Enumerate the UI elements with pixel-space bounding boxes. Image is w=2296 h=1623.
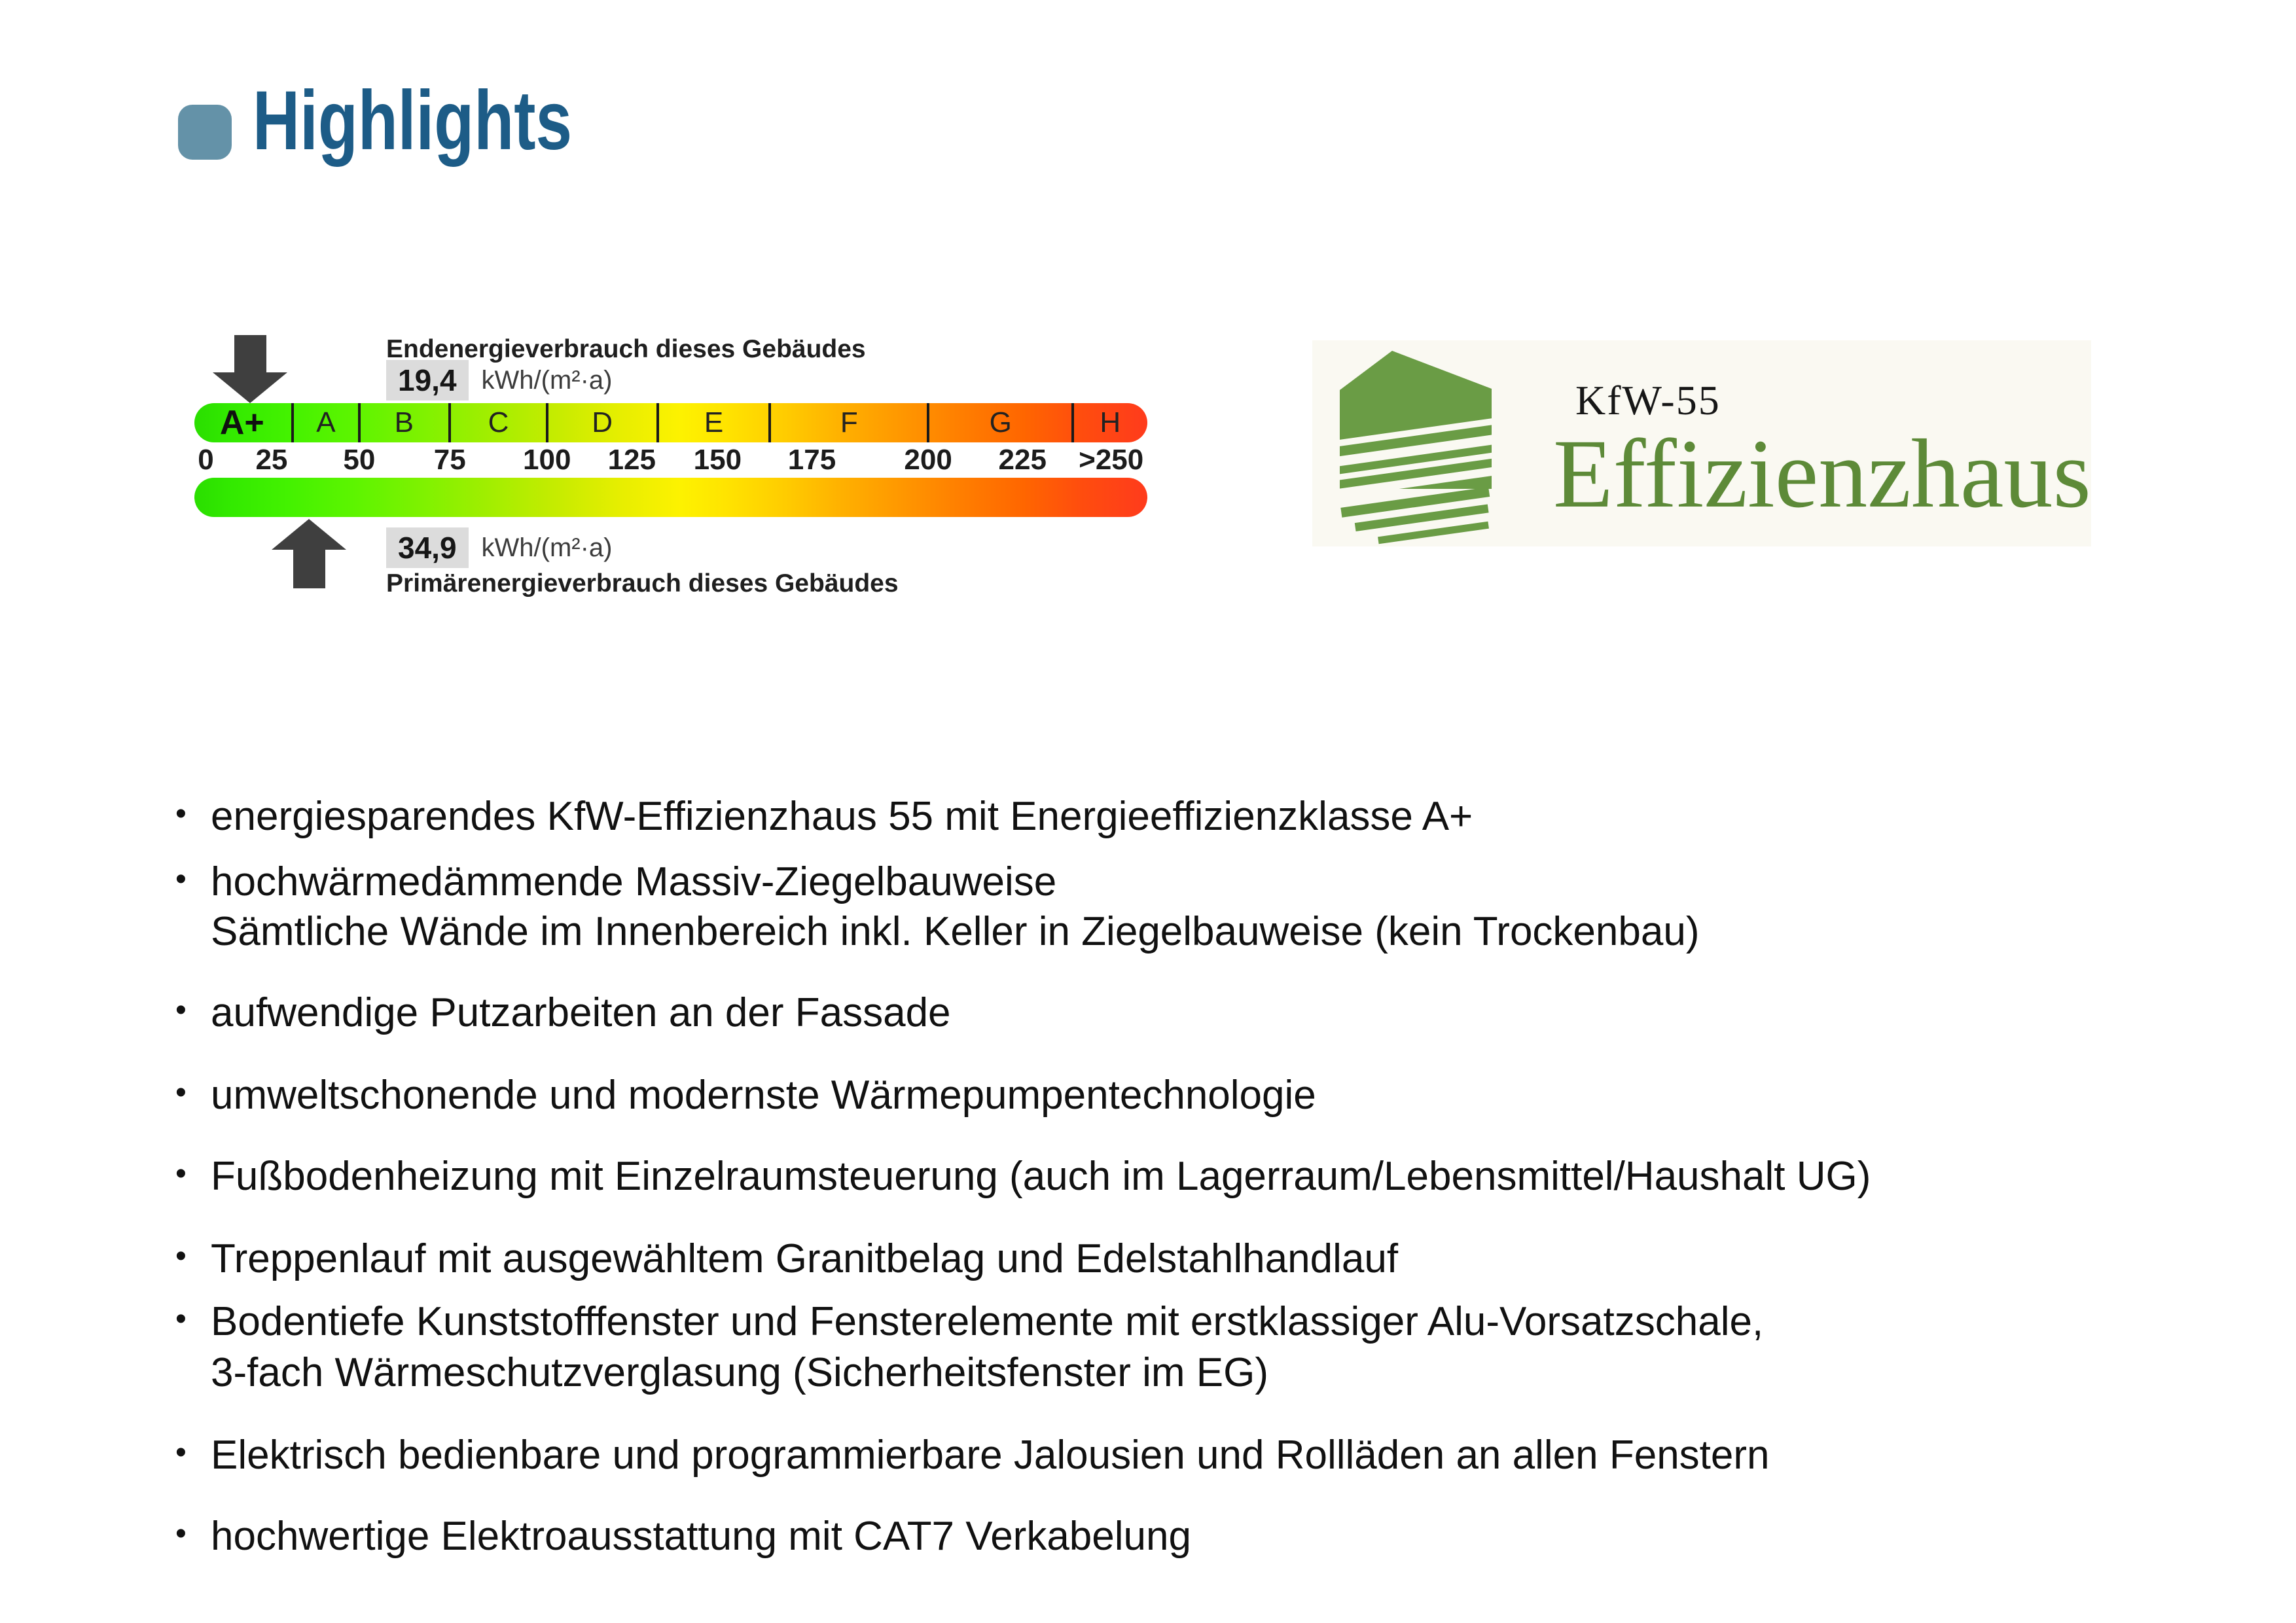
class-divider xyxy=(656,403,659,442)
class-label-a-plus: A+ xyxy=(219,404,264,442)
list-item-text: energiesparendes KfW-Effizienzhaus 55 mi… xyxy=(211,794,1473,839)
list-item-text: hochwärmedämmende Massiv-Ziegelbauweise xyxy=(211,859,1057,904)
class-label-b: B xyxy=(394,406,414,438)
list-item: • Bodentiefe Kunststofffenster und Fenste… xyxy=(171,1299,1763,1345)
class-divider xyxy=(291,403,294,442)
class-label-a: A xyxy=(316,406,336,438)
energy-consumption-scale: Endenergieverbrauch dieses Gebäudes 19,4… xyxy=(194,335,1147,603)
energy-scale-ticks: 0 25 50 75 100 125 150 175 200 225 >250 xyxy=(194,442,1147,478)
class-divider xyxy=(927,403,930,442)
bullet-icon: • xyxy=(175,862,187,897)
tick-175: 175 xyxy=(787,444,836,476)
section-marker-icon xyxy=(178,105,232,160)
end-energy-value: 19,4 xyxy=(386,360,469,401)
tick-225: 225 xyxy=(998,444,1047,476)
class-label-d: D xyxy=(592,406,613,438)
kfw-house-icon xyxy=(1324,351,1507,544)
class-label-e: E xyxy=(704,406,724,438)
list-item-text: Sämtliche Wände im Innenbereich inkl. Ke… xyxy=(211,909,1700,954)
bullet-icon: • xyxy=(175,1302,187,1336)
list-item-text: umweltschonende und modernste Wärmepumpe… xyxy=(211,1073,1316,1118)
bullet-icon: • xyxy=(175,796,187,831)
list-item: • Treppenlauf mit ausgewähltem Granitbela… xyxy=(171,1236,1398,1282)
tick-200: 200 xyxy=(904,444,952,476)
list-item: • aufwendige Putzarbeiten an der Fassade xyxy=(171,990,951,1036)
kfw-effizienzhaus-label: Effizienzhaus xyxy=(1553,419,2091,528)
energy-gradient-bar xyxy=(194,478,1147,517)
list-item: • Fußbodenheizung mit Einzelraumsteuerung… xyxy=(171,1154,1871,1200)
kfw-standard-label: KfW-55 xyxy=(1575,377,1721,423)
class-label-c: C xyxy=(488,406,509,438)
page-title: Highlights xyxy=(253,74,573,168)
end-energy-arrow-icon xyxy=(213,335,287,403)
tick-125: 125 xyxy=(607,444,656,476)
list-item-text: hochwertige Elektroausstattung mit CAT7 … xyxy=(211,1514,1191,1559)
class-divider xyxy=(768,403,772,442)
class-divider xyxy=(545,403,548,442)
class-label-g: G xyxy=(989,406,1012,438)
list-item-continuation: 3-fach Wärmeschutzverglasung (Sicherheit… xyxy=(171,1350,1268,1396)
list-item: • hochwertige Elektroausstattung mit CAT7… xyxy=(171,1514,1191,1560)
primary-energy-arrow-icon xyxy=(272,519,346,588)
list-item: • umweltschonende und modernste Wärmepump… xyxy=(171,1073,1316,1118)
class-label-h: H xyxy=(1100,406,1121,438)
tick-100: 100 xyxy=(523,444,571,476)
tick-50: 50 xyxy=(343,444,376,476)
primary-energy-unit: kWh/(m²·a) xyxy=(481,533,613,562)
primary-energy-value: 34,9 xyxy=(386,527,469,568)
list-item: • energiesparendes KfW-Effizienzhaus 55 m… xyxy=(171,794,1473,840)
bullet-icon: • xyxy=(175,993,187,1027)
end-energy-label: Endenergieverbrauch dieses Gebäudes xyxy=(386,335,866,363)
class-divider xyxy=(1071,403,1075,442)
bullet-icon: • xyxy=(175,1435,187,1470)
bullet-icon: • xyxy=(175,1239,187,1274)
list-item-text: 3-fach Wärmeschutzverglasung (Sicherheit… xyxy=(211,1350,1269,1395)
list-item-text: Fußbodenheizung mit Einzelraumsteuerung … xyxy=(211,1154,1871,1199)
tick-150: 150 xyxy=(693,444,742,476)
bullet-icon: • xyxy=(175,1156,187,1191)
end-energy-unit: kWh/(m²·a) xyxy=(481,365,613,395)
tick-75: 75 xyxy=(433,444,466,476)
list-item-text: Elektrisch bedienbare und programmierbar… xyxy=(211,1433,1770,1478)
bullet-icon: • xyxy=(175,1075,187,1110)
list-item: • hochwärmedämmende Massiv-Ziegelbauweise xyxy=(171,859,1056,905)
bullet-icon: • xyxy=(175,1516,187,1551)
kfw-badge: KfW-55 Effizienzhaus xyxy=(1312,340,2091,546)
list-item: • Elektrisch bedienbare und programmierba… xyxy=(171,1433,1770,1478)
list-item-text: Treppenlauf mit ausgewähltem Granitbelag… xyxy=(211,1236,1399,1281)
end-energy-value-row: 19,4 kWh/(m²·a) xyxy=(386,360,613,401)
primary-energy-label: Primärenergieverbrauch dieses Gebäudes xyxy=(386,569,899,597)
class-label-f: F xyxy=(840,406,858,438)
list-item-continuation: Sämtliche Wände im Innenbereich inkl. Ke… xyxy=(171,909,1699,955)
class-divider xyxy=(357,403,361,442)
energy-class-bar: A+ A B C D E F G H xyxy=(194,403,1147,442)
list-item-text: aufwendige Putzarbeiten an der Fassade xyxy=(211,990,951,1035)
tick-0: 0 xyxy=(198,444,214,476)
tick-250plus: >250 xyxy=(1079,444,1144,476)
class-divider xyxy=(448,403,452,442)
tick-25: 25 xyxy=(255,444,288,476)
primary-energy-value-row: 34,9 kWh/(m²·a) xyxy=(386,527,613,568)
list-item-text: Bodentiefe Kunststofffenster und Fenster… xyxy=(211,1299,1764,1344)
